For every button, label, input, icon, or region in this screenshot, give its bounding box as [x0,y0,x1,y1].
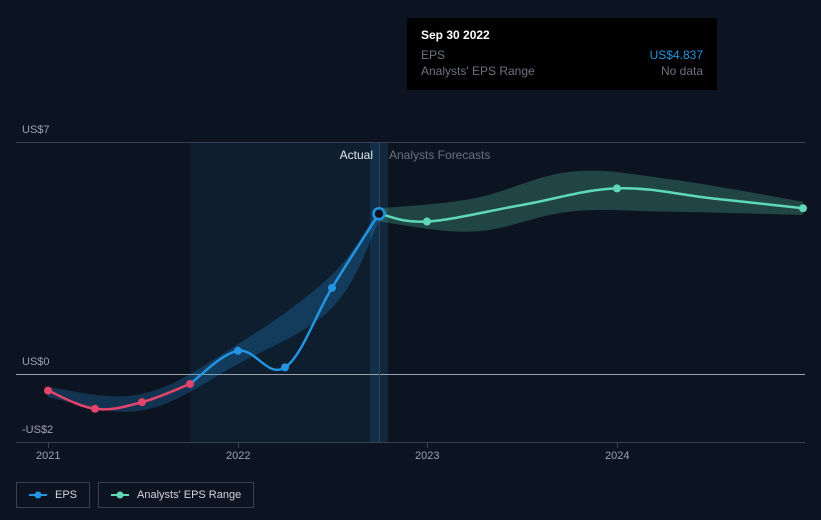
data-marker[interactable] [799,204,807,212]
tooltip-row: Analysts' EPS Range No data [421,64,703,78]
legend-marker-icon [111,491,129,499]
data-marker[interactable] [138,398,146,406]
data-marker[interactable] [234,347,242,355]
legend-eps[interactable]: EPS [16,482,90,508]
data-marker[interactable] [186,380,194,388]
legend: EPS Analysts' EPS Range [16,482,254,508]
legend-label: EPS [55,489,77,501]
eps-chart: Actual Analysts Forecasts US$7US$0-US$2 … [0,0,821,520]
tooltip-date: Sep 30 2022 [421,28,703,42]
tooltip-row-value: No data [661,64,703,78]
tooltip-row-label: Analysts' EPS Range [421,64,535,78]
tooltip-row-value: US$4.837 [650,48,703,62]
data-marker[interactable] [281,363,289,371]
data-marker[interactable] [91,405,99,413]
tooltip-row: EPS US$4.837 [421,48,703,62]
data-marker[interactable] [613,184,621,192]
tooltip-row-label: EPS [421,48,445,62]
legend-marker-icon [29,491,47,499]
data-marker[interactable] [44,387,52,395]
data-marker[interactable] [374,208,385,219]
legend-label: Analysts' EPS Range [137,489,241,501]
range-area-actual [48,208,379,411]
data-marker[interactable] [423,218,431,226]
legend-range[interactable]: Analysts' EPS Range [98,482,254,508]
data-marker[interactable] [328,284,336,292]
hover-tooltip: Sep 30 2022 EPS US$4.837 Analysts' EPS Ran… [407,18,717,90]
